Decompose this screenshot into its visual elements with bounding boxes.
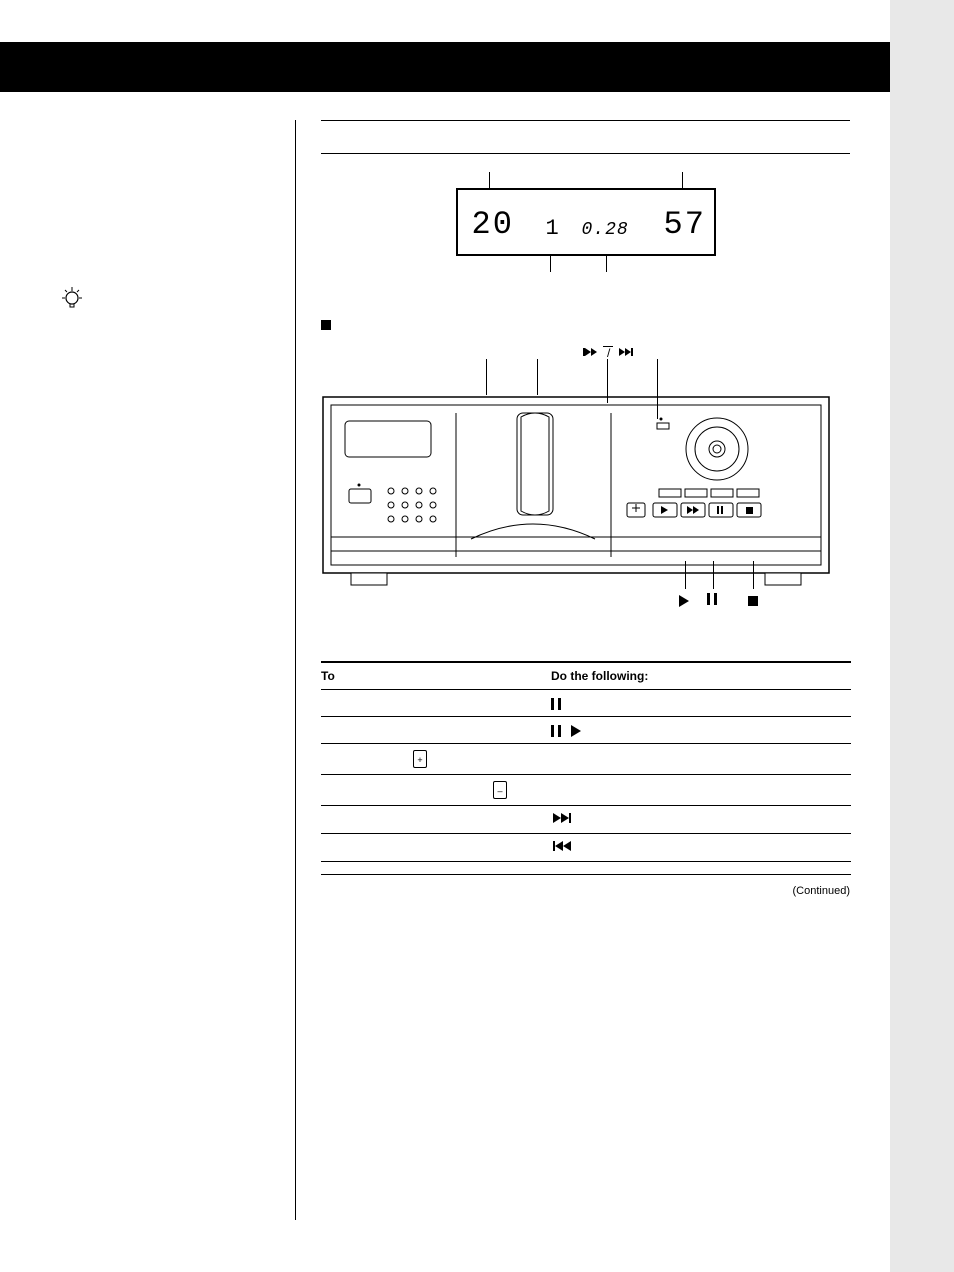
stop-playback-heading	[321, 316, 850, 331]
play-icon-label	[679, 593, 689, 607]
tip-lightbulb-icon	[60, 285, 84, 319]
ops-row	[321, 806, 851, 834]
ops-row	[321, 717, 851, 744]
pause-icon	[551, 698, 561, 710]
lcd-next-disc: 57	[664, 206, 706, 243]
continued-text: (Continued)	[321, 885, 850, 897]
lcd-disc-number: 20	[472, 206, 514, 243]
step-4: 20 1 0.28 57	[321, 154, 850, 915]
track-skip-label: /	[581, 345, 641, 362]
next-track-icon	[551, 812, 575, 824]
play-icon	[571, 725, 581, 737]
stop-icon-label	[748, 593, 758, 607]
pause-icon	[551, 725, 561, 737]
step-3	[321, 121, 850, 153]
operations-table: To Do the following: +	[321, 661, 851, 875]
right-column: 20 1 0.28 57	[295, 120, 850, 1220]
stop-icon	[321, 320, 331, 330]
ops-row	[321, 862, 851, 875]
lcd-track-number: 1	[546, 216, 560, 241]
ops-row: –	[321, 775, 851, 806]
ops-row	[321, 834, 851, 862]
disc-skip-minus-icon: –	[493, 781, 507, 799]
svg-text:/: /	[607, 346, 611, 359]
disc-skip-plus-icon: +	[413, 750, 427, 768]
lcd-time: 0.28	[582, 220, 629, 240]
ops-row: +	[321, 744, 851, 775]
header-bar	[0, 42, 890, 92]
cd-player-diagram	[321, 395, 831, 605]
ops-header-to: To	[321, 669, 551, 683]
lcd-display-wrap: 20 1 0.28 57	[456, 188, 716, 256]
ops-row	[321, 690, 851, 717]
lcd-display: 20 1 0.28 57	[456, 188, 716, 256]
ops-header-row: To Do the following:	[321, 661, 851, 690]
pause-icon-label	[707, 591, 717, 605]
ops-header-do: Do the following:	[551, 669, 851, 683]
device-illustration-area: /	[321, 351, 851, 651]
right-page-margin	[890, 0, 954, 1272]
prev-track-icon	[551, 840, 575, 852]
